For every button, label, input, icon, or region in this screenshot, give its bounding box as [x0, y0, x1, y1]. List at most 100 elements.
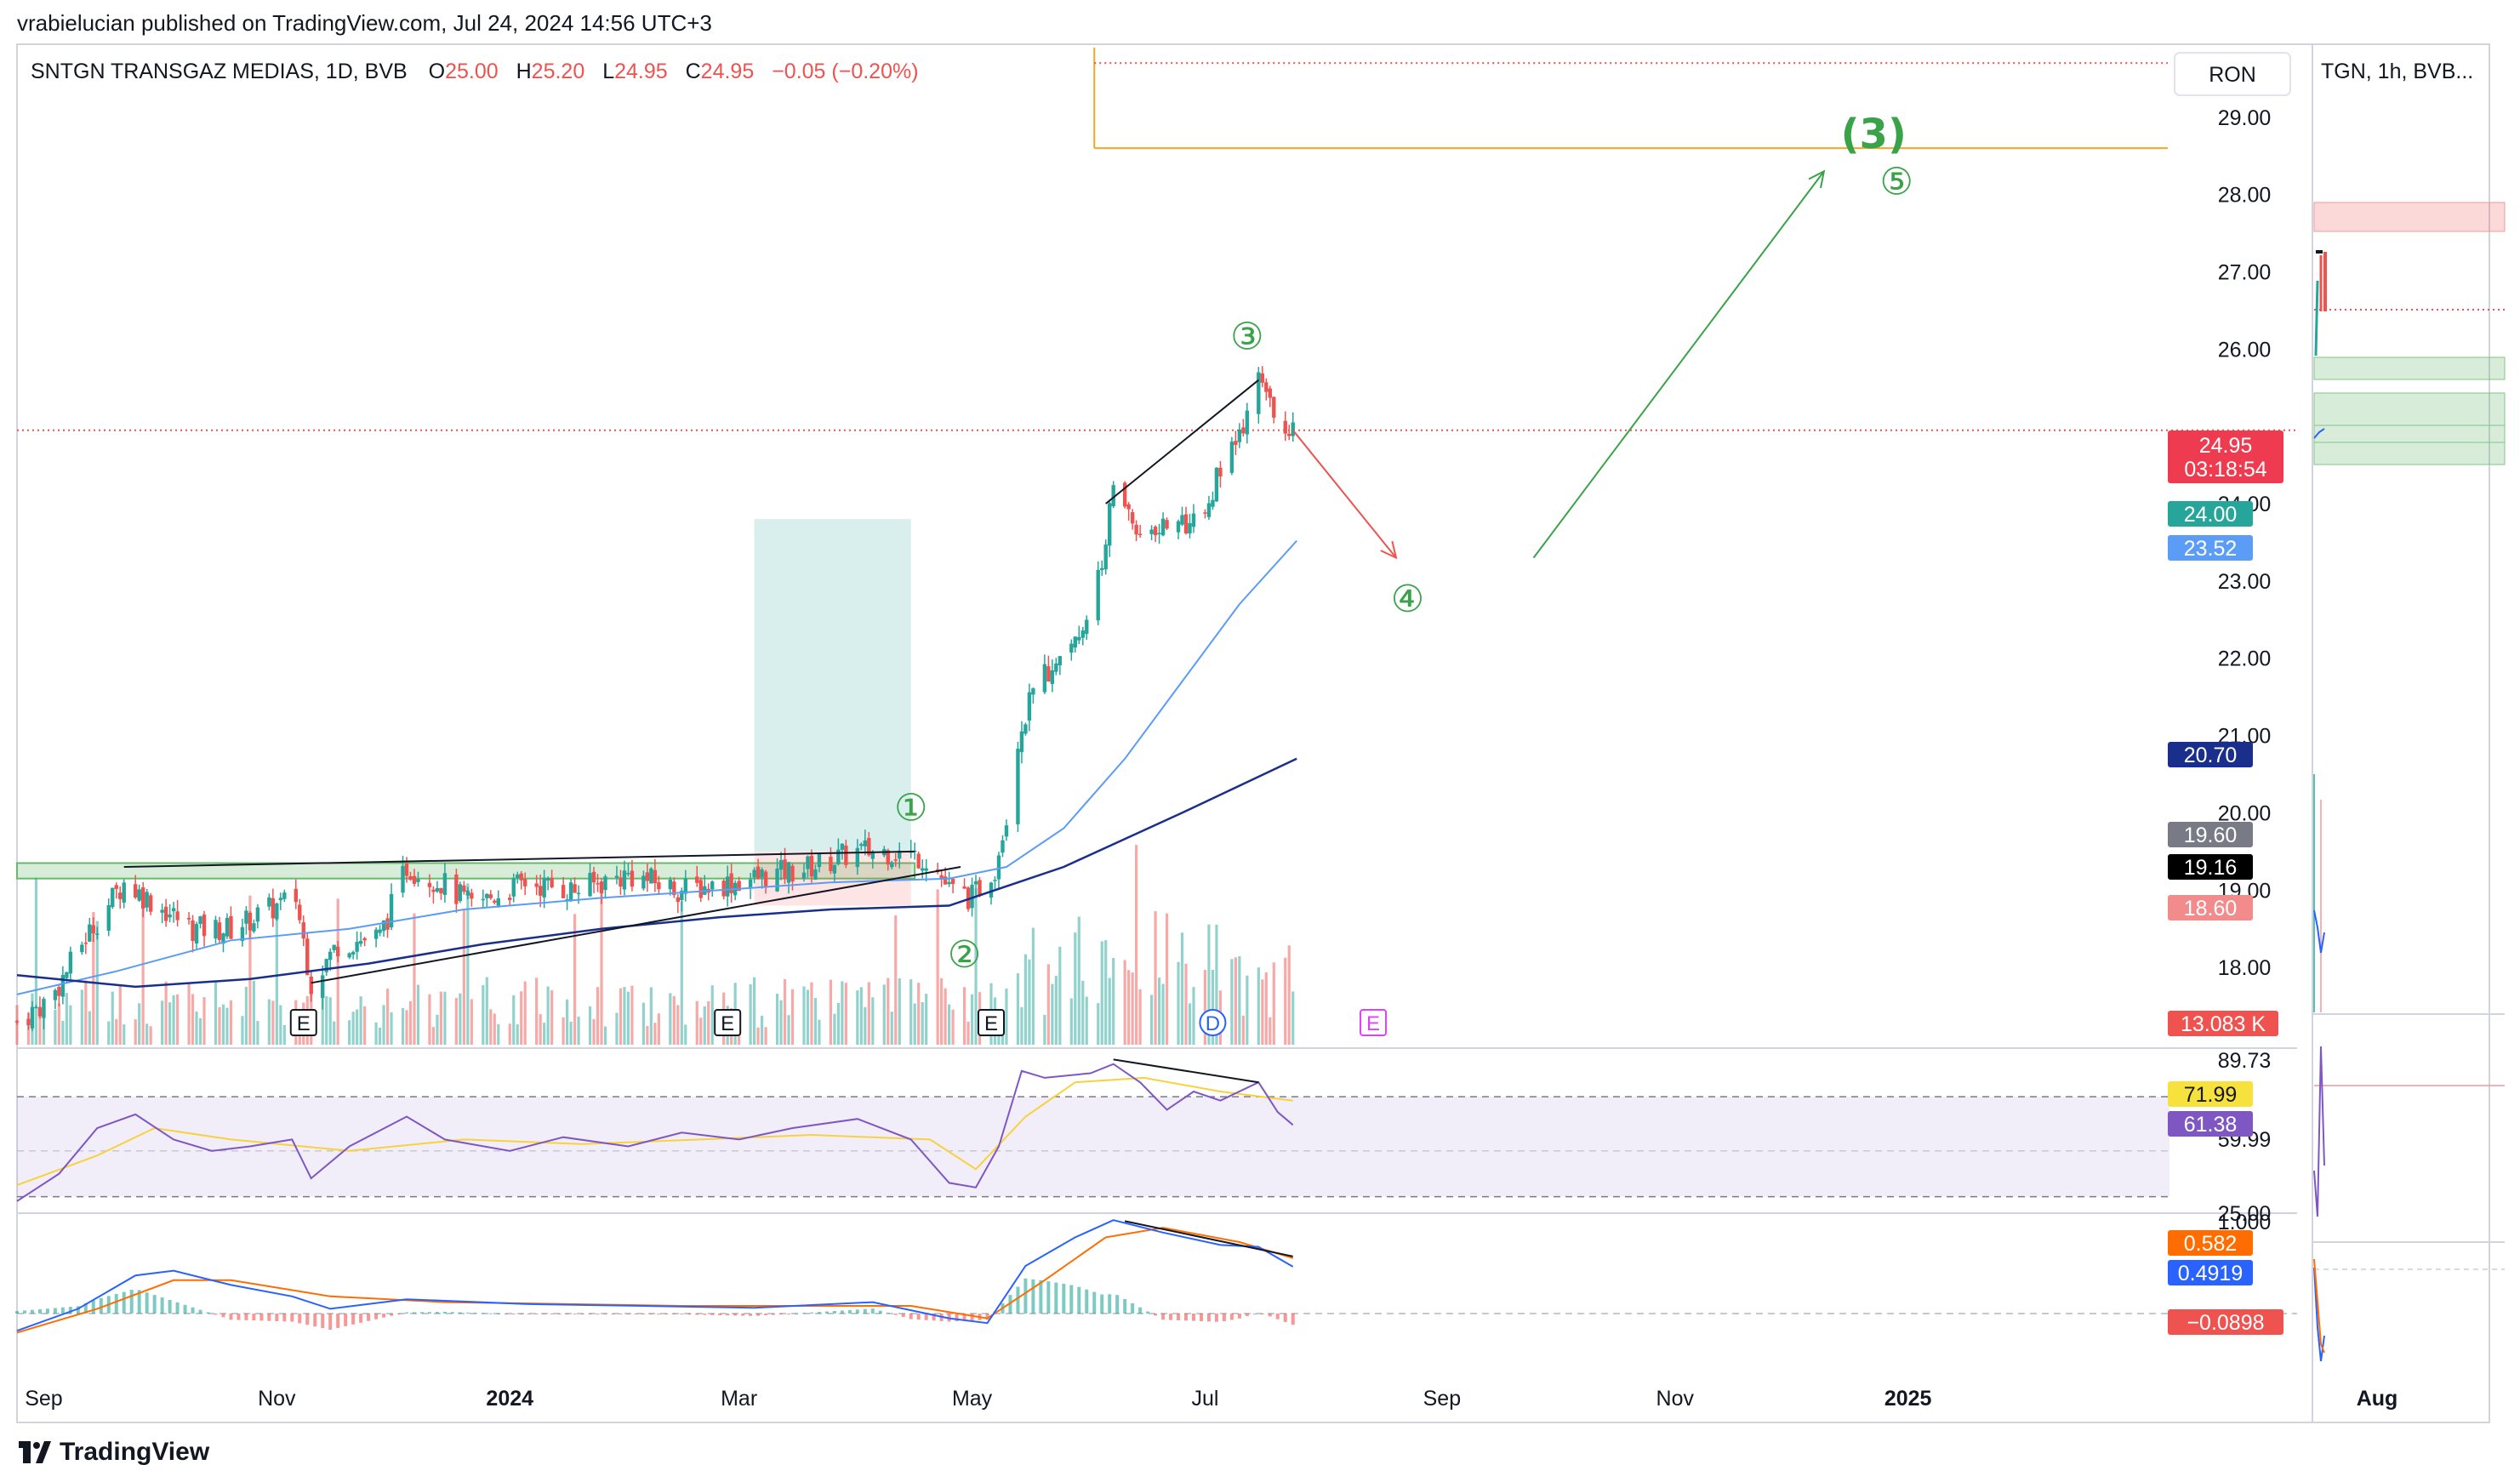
macd-histogram-bar — [137, 1290, 141, 1314]
macd-histogram-bar — [809, 1312, 813, 1314]
macd-histogram-bar — [382, 1314, 386, 1318]
resistance-zone — [16, 862, 916, 880]
macd-histogram-bar — [1237, 1314, 1241, 1319]
candle-body — [57, 987, 61, 996]
x-tick-label: Nov — [258, 1387, 296, 1411]
ma200-badge-text: 20.70 — [2184, 744, 2238, 767]
volume-bar — [401, 1007, 405, 1045]
candle-body — [844, 845, 848, 865]
candle-body — [710, 881, 715, 890]
candle-body — [321, 975, 325, 998]
volume-bar — [1108, 978, 1111, 1045]
volume-bar — [1097, 1003, 1100, 1045]
candle-body — [133, 884, 138, 898]
candle-body — [328, 951, 333, 960]
volume-bar — [1272, 962, 1275, 1045]
volume-bar — [523, 981, 527, 1045]
footer-brand: TradingView — [60, 1438, 210, 1466]
volume-bar — [600, 892, 603, 1045]
tradingview-branding[interactable]: TradingView — [19, 1438, 209, 1467]
volume-bar — [703, 1006, 706, 1045]
macd-histogram-bar — [847, 1309, 852, 1314]
volume-bar — [161, 1000, 164, 1045]
volume-bar — [1184, 963, 1188, 1045]
candle-body — [332, 944, 336, 950]
candle-body — [989, 882, 994, 898]
earnings-marker — [1360, 1009, 1388, 1036]
candle-body — [14, 1021, 20, 1023]
candle-body — [1042, 664, 1047, 693]
volume-bar — [221, 1004, 225, 1045]
volume-bar — [890, 1012, 893, 1045]
candle-body — [1211, 499, 1215, 507]
candle-body — [863, 840, 868, 846]
candle-body — [626, 873, 630, 875]
volume-bar — [565, 999, 569, 1045]
volume-bar — [646, 1025, 649, 1045]
candle-body — [973, 881, 978, 885]
candle-body — [1183, 514, 1189, 533]
candle-body — [442, 873, 448, 895]
volume-bar — [630, 985, 634, 1045]
macd-histogram-bar — [252, 1314, 256, 1321]
side-macd-signal — [2313, 1258, 2325, 1354]
macd-histogram-bar — [817, 1312, 821, 1314]
candle-body — [523, 879, 527, 886]
candle-body — [653, 869, 658, 884]
macd-histogram-bar — [1100, 1294, 1104, 1314]
volume-badge — [2168, 1011, 2278, 1036]
volume-bar — [202, 997, 206, 1045]
ma50-line — [16, 539, 1297, 995]
volume-bar — [764, 1027, 767, 1045]
candle-body — [916, 853, 921, 869]
volume-bar — [1246, 975, 1249, 1045]
currency-button[interactable] — [2174, 52, 2291, 96]
volume-bar — [836, 1002, 840, 1045]
volume-bar — [187, 983, 191, 1045]
macd-histogram-bar — [916, 1314, 921, 1320]
candle-body — [1176, 521, 1181, 533]
legend-open-label: O — [429, 60, 445, 83]
macd-histogram-bar — [145, 1292, 149, 1314]
candle-body — [630, 870, 635, 887]
volume-bar — [279, 1005, 282, 1045]
volume-bar — [962, 987, 966, 1045]
volume-bar — [810, 982, 813, 1045]
volume-bar — [970, 994, 974, 1045]
publisher-line: vrabielucian published on TradingView.co… — [17, 10, 712, 36]
candle-body — [725, 876, 730, 897]
volume-bar — [489, 1009, 493, 1045]
volume-bar — [149, 1026, 152, 1045]
volume-bar — [244, 986, 248, 1045]
candle-body — [431, 889, 436, 892]
y-tick-label: 28.00 — [2218, 184, 2272, 208]
macd-histogram-bar — [733, 1314, 738, 1316]
wave-label: (3) — [1841, 111, 1907, 158]
volume-bar — [333, 1021, 336, 1045]
candle-body — [516, 875, 520, 878]
macd-histogram-bar — [1092, 1291, 1097, 1314]
volume-bar — [405, 1010, 408, 1045]
volume-bar — [1149, 995, 1154, 1045]
volume-bar — [382, 1005, 385, 1045]
candle-body — [401, 865, 405, 893]
rsi-ma-badge — [2168, 1081, 2253, 1107]
volume-bar — [753, 977, 756, 1045]
candle-body — [649, 868, 653, 884]
macd-badge-text: 0.4919 — [2178, 1262, 2243, 1285]
candle-body — [1165, 520, 1169, 529]
volume-bar — [512, 995, 516, 1045]
volume-bar — [626, 991, 630, 1045]
volume-bar — [710, 985, 714, 1045]
candle-body — [729, 873, 733, 893]
candle-body — [305, 938, 310, 976]
candle-body — [599, 881, 604, 893]
candle-body — [1272, 396, 1276, 418]
candle-body — [275, 903, 279, 920]
candle-body — [867, 837, 871, 856]
macd-histogram-bar — [1016, 1286, 1020, 1314]
macd-histogram-bar — [442, 1311, 447, 1314]
candle-body — [1023, 724, 1028, 734]
candle-body — [37, 1007, 43, 1017]
